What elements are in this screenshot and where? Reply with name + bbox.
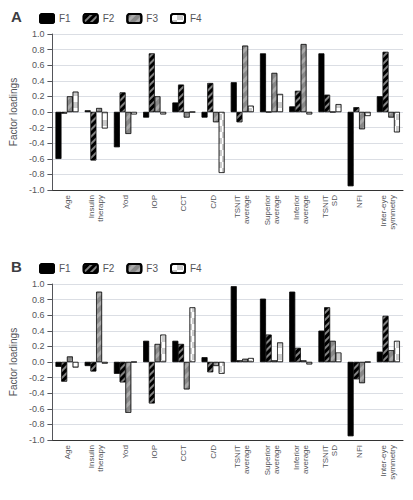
svg-text:IOP: IOP [150,445,159,459]
svg-text:Superior: Superior [263,445,272,476]
svg-text:CCT: CCT [179,195,188,212]
svg-text:TSNIT: TSNIT [321,445,330,468]
svg-text:Inferior: Inferior [292,195,301,220]
svg-text:F2: F2 [103,13,115,24]
svg-text:F3: F3 [146,13,158,24]
svg-text:NFI: NFI [355,195,364,208]
svg-text:F4: F4 [190,263,202,274]
svg-text:F2: F2 [103,263,115,274]
svg-text:average: average [301,444,310,473]
svg-text:-0.2: -0.2 [29,373,45,383]
svg-text:0.2: 0.2 [32,341,45,351]
svg-text:1.0: 1.0 [32,29,45,39]
svg-text:average: average [242,444,251,473]
svg-text:Superior: Superior [263,195,272,226]
svg-text:average: average [272,194,281,223]
svg-text:F4: F4 [190,13,202,24]
svg-text:Insulin: Insulin [87,445,96,468]
svg-text:F1: F1 [59,13,71,24]
svg-text:0.8: 0.8 [32,295,45,305]
svg-text:average: average [242,194,251,223]
svg-text:therapy: therapy [96,195,105,222]
svg-text:TSNIT: TSNIT [233,445,242,468]
svg-text:average: average [272,444,281,473]
svg-text:-0.6: -0.6 [29,404,45,414]
svg-text:0.6: 0.6 [32,60,45,70]
svg-text:0.4: 0.4 [32,76,45,86]
svg-text:Yod: Yod [121,445,130,459]
svg-text:B: B [11,258,22,275]
svg-text:-0.8: -0.8 [29,169,45,179]
svg-text:CCT: CCT [179,445,188,462]
svg-text:TSNIT: TSNIT [321,195,330,218]
svg-text:Insulin: Insulin [87,195,96,218]
svg-text:-0.8: -0.8 [29,419,45,429]
svg-text:NFI: NFI [355,445,364,458]
svg-text:IOP: IOP [150,195,159,209]
svg-text:0.2: 0.2 [32,91,45,101]
svg-text:symmetry: symmetry [388,445,397,480]
svg-text:therapy: therapy [96,445,105,472]
svg-text:Factor loadings: Factor loadings [8,78,19,146]
svg-text:SD: SD [330,445,339,456]
svg-text:-0.4: -0.4 [29,138,45,148]
svg-text:-0.6: -0.6 [29,154,45,164]
svg-text:average: average [301,194,310,223]
svg-text:1.0: 1.0 [32,279,45,289]
svg-text:F1: F1 [59,263,71,274]
svg-text:0.6: 0.6 [32,310,45,320]
svg-text:0.4: 0.4 [32,326,45,336]
svg-text:-0.4: -0.4 [29,388,45,398]
svg-text:-1.0: -1.0 [29,435,45,445]
svg-text:F3: F3 [146,263,158,274]
svg-text:Yod: Yod [121,195,130,209]
svg-text:Inter-eye: Inter-eye [379,194,388,226]
svg-text:C/D: C/D [209,195,218,209]
svg-text:C/D: C/D [209,445,218,459]
svg-text:SD: SD [330,195,339,206]
svg-text:Inferior: Inferior [292,445,301,470]
svg-text:Age: Age [63,444,72,459]
svg-text:0.0: 0.0 [32,107,45,117]
svg-text:TSNIT: TSNIT [233,195,242,218]
svg-text:A: A [11,8,22,25]
svg-text:-1.0: -1.0 [29,185,45,195]
svg-text:-0.2: -0.2 [29,123,45,133]
svg-text:0.8: 0.8 [32,45,45,55]
svg-text:Factor loadings: Factor loadings [8,328,19,396]
svg-text:Age: Age [63,194,72,209]
svg-text:symmetry: symmetry [388,195,397,230]
svg-text:0.0: 0.0 [32,357,45,367]
svg-text:Inter-eye: Inter-eye [379,444,388,476]
